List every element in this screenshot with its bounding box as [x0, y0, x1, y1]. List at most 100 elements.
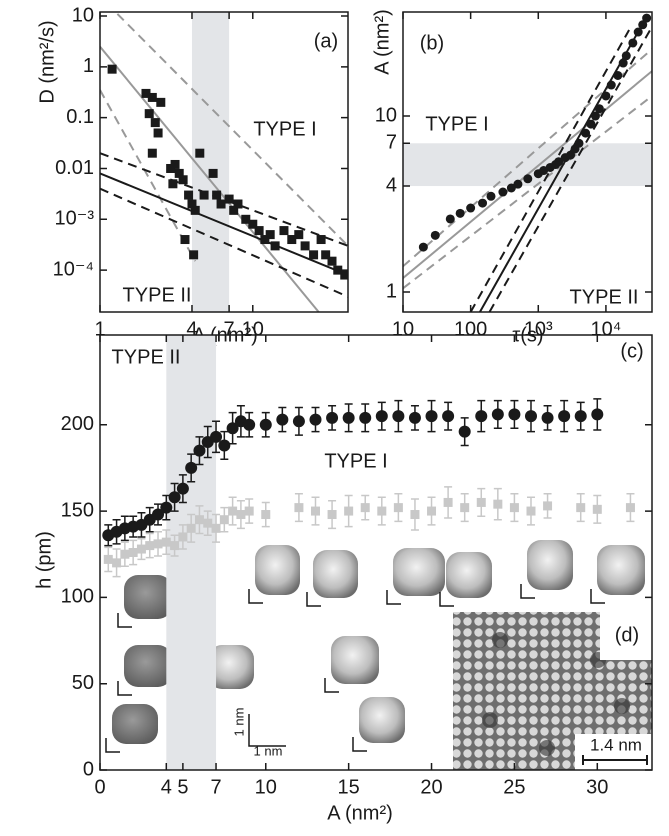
y-tick-label: 4 — [386, 174, 397, 196]
y-tick-label: 0.01 — [55, 157, 94, 179]
data-point — [203, 518, 213, 528]
stm-defect — [614, 698, 630, 714]
x-tick-label: 5 — [177, 776, 188, 798]
fit-line — [479, 29, 641, 312]
data-point — [208, 168, 218, 178]
annotation: 1 nm — [231, 708, 246, 737]
data-point — [190, 205, 200, 215]
data-point — [342, 411, 355, 424]
data-point — [229, 205, 239, 215]
x-tick-label: 4 — [161, 776, 172, 798]
x-tick-label: 25 — [503, 776, 525, 798]
data-point — [210, 430, 223, 443]
data-point — [176, 482, 189, 495]
data-point — [216, 199, 226, 209]
data-point — [147, 92, 157, 102]
data-point — [642, 13, 652, 23]
data-point — [141, 88, 151, 98]
data-point — [574, 410, 587, 423]
data-point — [184, 190, 194, 200]
data-point — [541, 411, 554, 424]
data-point — [393, 503, 403, 513]
data-point — [120, 549, 130, 559]
data-point — [276, 413, 289, 426]
cluster-image — [597, 545, 645, 595]
data-point — [392, 410, 405, 423]
y-tick-label: 50 — [72, 672, 94, 694]
data-point — [466, 203, 476, 213]
y-tick-label: 150 — [61, 499, 94, 521]
data-point — [236, 510, 246, 520]
data-point — [219, 515, 229, 525]
annotation: 1.4 nm — [590, 735, 642, 754]
data-point — [359, 411, 372, 424]
y-tick-label: 10⁻³ — [55, 208, 95, 230]
data-point — [287, 235, 297, 245]
scale-corner — [117, 681, 132, 696]
data-point — [493, 499, 503, 509]
y-axis-label: h (pm) — [33, 531, 55, 589]
data-point — [425, 410, 438, 423]
data-point — [174, 168, 184, 178]
x-tick-label: 20 — [420, 776, 442, 798]
data-point — [193, 444, 206, 457]
data-point — [199, 190, 209, 200]
y-tick-label: 100 — [61, 586, 94, 608]
data-point — [150, 118, 160, 128]
data-point — [498, 187, 508, 197]
data-point — [260, 235, 270, 245]
data-point — [478, 198, 488, 208]
data-point — [292, 415, 305, 428]
data-point — [147, 148, 157, 158]
plot-frame — [99, 334, 653, 771]
data-point — [375, 410, 388, 423]
data-point — [526, 506, 536, 516]
data-point — [160, 501, 173, 514]
data-point — [279, 226, 289, 236]
x-tick-label: 100 — [454, 318, 487, 340]
data-point — [430, 230, 440, 240]
data-point — [168, 491, 181, 504]
data-point — [581, 128, 591, 138]
cluster-image — [527, 540, 573, 590]
x-axis-label: A (nm²) — [327, 802, 393, 824]
data-point — [112, 558, 122, 568]
data-point — [107, 64, 117, 74]
data-point — [310, 506, 320, 516]
data-point — [195, 148, 205, 158]
data-point — [427, 506, 437, 516]
scale-corner — [520, 584, 535, 599]
stm-defect — [482, 712, 498, 728]
data-point — [633, 27, 643, 37]
data-point — [523, 174, 533, 184]
data-point — [316, 235, 326, 245]
annotation: TYPE II — [112, 346, 181, 368]
data-point — [244, 506, 254, 516]
panel: 0 4 5 7 10 15 20 25 30 0 50 100 150 200 A (nm²) h (pm) (… — [33, 334, 653, 824]
data-point — [377, 506, 387, 516]
y-tick-label: 0 — [83, 758, 94, 780]
data-point — [638, 20, 648, 30]
data-point — [261, 510, 271, 520]
fit-line — [469, 29, 630, 312]
data-point — [442, 410, 455, 423]
x-tick-label: 30 — [586, 776, 608, 798]
data-point — [270, 241, 280, 251]
x-tick-label: 10 — [255, 776, 277, 798]
x-tick-label: 4 — [186, 318, 197, 340]
data-point — [576, 503, 586, 513]
data-point — [506, 183, 516, 193]
data-point — [309, 250, 319, 260]
scale-corner — [105, 738, 120, 753]
data-point — [558, 410, 571, 423]
scale-corner — [306, 592, 321, 607]
data-point — [226, 422, 239, 435]
y-tick-label: 10 — [72, 4, 94, 26]
cluster-image — [359, 697, 405, 743]
data-point — [554, 157, 564, 167]
fit-line — [488, 29, 651, 312]
data-point — [180, 235, 190, 245]
